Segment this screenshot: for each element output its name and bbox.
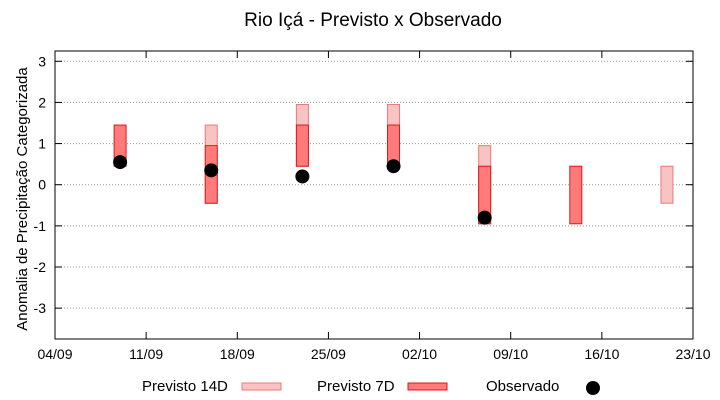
y-tick-label: 2 xyxy=(38,94,46,110)
x-tick-label: 23/10 xyxy=(675,346,710,362)
y-tick-label: 0 xyxy=(38,177,46,193)
y-tick-label: -1 xyxy=(34,218,47,234)
x-tick-label: 25/09 xyxy=(311,346,346,362)
x-tick-label: 09/10 xyxy=(493,346,528,362)
legend-observado-label: Observado xyxy=(486,378,559,395)
x-tick-label: 16/10 xyxy=(584,346,619,362)
grid xyxy=(55,60,693,309)
series-previsto-14d xyxy=(204,103,674,225)
x-tick-label: 11/09 xyxy=(129,346,163,362)
legend-previsto-14d-swatch xyxy=(241,382,282,391)
legend: Previsto 14D Previsto 7D Observado xyxy=(142,378,600,395)
point-observado xyxy=(113,155,128,170)
bar-previsto-7d xyxy=(295,124,309,167)
bar-previsto-7d xyxy=(569,165,583,225)
x-tick-label: 18/09 xyxy=(220,346,255,362)
point-observado xyxy=(204,163,219,178)
y-tick-label: -3 xyxy=(34,300,47,316)
x-tick-label: 02/10 xyxy=(402,346,437,362)
chart-title: Rio Içá - Previsto x Observado xyxy=(244,10,502,31)
point-observado xyxy=(477,210,492,225)
y-axis-title: Anomalia de Precipitação Categorizada xyxy=(14,67,31,331)
bar-previsto-14d xyxy=(660,165,674,204)
point-observado xyxy=(295,169,310,184)
x-axis: 04/09 11/09 18/09 25/09 02/10 09/10 16/10 23/10 xyxy=(37,51,711,362)
legend-previsto-7d-swatch xyxy=(407,382,448,391)
y-tick-label: 1 xyxy=(38,136,46,152)
y-tick-label: -2 xyxy=(34,259,47,275)
plot-frame xyxy=(54,50,694,340)
legend-observado-swatch xyxy=(586,381,600,395)
legend-previsto-14d-label: Previsto 14D xyxy=(142,378,228,395)
series-observado xyxy=(113,155,492,225)
point-observado xyxy=(386,159,401,174)
x-tick-label: 04/09 xyxy=(37,346,72,362)
legend-previsto-7d-label: Previsto 7D xyxy=(317,378,395,395)
y-tick-label: 3 xyxy=(38,53,46,69)
series-previsto-7d xyxy=(113,124,583,225)
y-axis: -3 -2 -1 0 1 2 3 xyxy=(34,53,693,316)
